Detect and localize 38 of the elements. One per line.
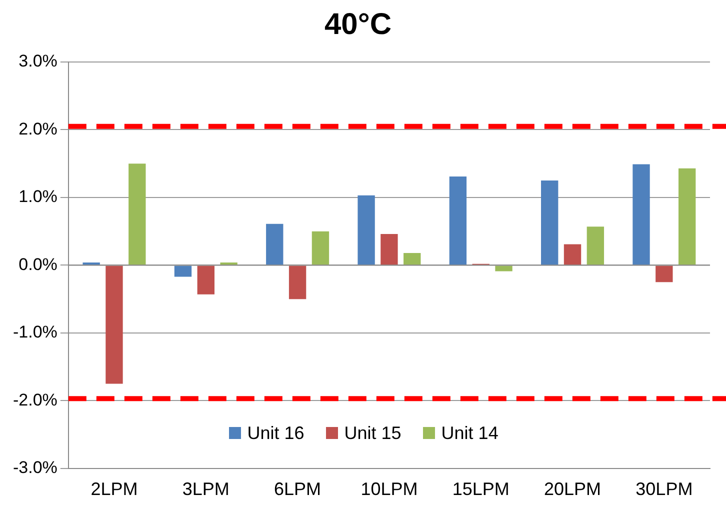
y-tick-label: 3.0% xyxy=(18,52,58,71)
y-tick-label: 0.0% xyxy=(18,254,58,274)
bar xyxy=(266,224,284,265)
legend-label: Unit 16 xyxy=(246,422,304,444)
y-tick-label: 1.0% xyxy=(18,187,58,206)
bar xyxy=(82,262,100,265)
y-tick-label: -2.0% xyxy=(12,390,58,410)
bar xyxy=(541,180,558,265)
bar xyxy=(106,266,123,384)
y-tick-label: -1.0% xyxy=(12,322,58,342)
x-tick-label: 15LPM xyxy=(452,479,510,500)
bar xyxy=(380,234,398,265)
bar xyxy=(404,253,421,265)
chart-title: 40°C xyxy=(323,8,393,42)
bar xyxy=(564,244,582,265)
bar xyxy=(449,176,467,265)
x-tick-label: 20LPM xyxy=(544,479,602,500)
bar xyxy=(220,262,238,265)
x-tick-label: 2LPM xyxy=(90,479,138,500)
y-tick-label: 2.0% xyxy=(18,119,58,138)
bar xyxy=(656,266,673,282)
bar xyxy=(358,195,375,265)
bar xyxy=(197,266,214,294)
bar xyxy=(678,168,696,265)
x-tick-label: 3LPM xyxy=(182,479,230,500)
bar xyxy=(632,164,650,265)
x-tick-label: 6LPM xyxy=(274,479,322,500)
bar xyxy=(128,164,146,265)
bar xyxy=(495,266,512,272)
bar xyxy=(288,266,306,300)
x-tick-label: 30LPM xyxy=(636,479,693,500)
legend-label: Unit 14 xyxy=(440,422,498,444)
bar xyxy=(586,226,604,265)
bar xyxy=(312,231,330,265)
legend-label: Unit 15 xyxy=(343,422,402,444)
x-tick-label: 10LPM xyxy=(360,479,418,500)
y-tick-label: -3.0% xyxy=(12,458,58,478)
bar xyxy=(174,266,192,277)
